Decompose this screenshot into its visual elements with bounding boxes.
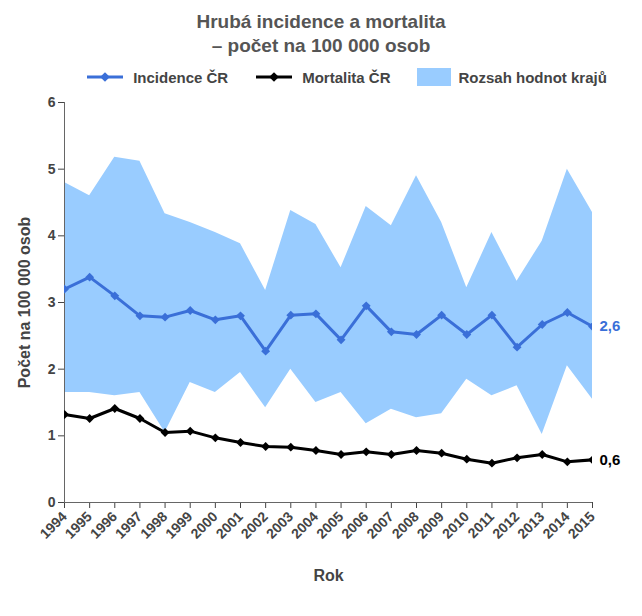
svg-text:0: 0 bbox=[48, 494, 56, 510]
svg-text:Počet na 100 000 osob: Počet na 100 000 osob bbox=[16, 216, 33, 388]
html-text:Incidence ČR: Incidence ČR bbox=[133, 68, 229, 86]
html-text:Hrubá incidence a mortalita: Hrubá incidence a mortalita bbox=[196, 11, 446, 32]
svg-text:1: 1 bbox=[48, 427, 56, 443]
svg-text:5: 5 bbox=[48, 161, 56, 177]
svg-text:2005: 2005 bbox=[313, 508, 346, 541]
svg-text:2007: 2007 bbox=[363, 508, 396, 541]
svg-text:1994: 1994 bbox=[36, 508, 69, 541]
svg-text:2001: 2001 bbox=[212, 508, 245, 541]
svg-text:2000: 2000 bbox=[187, 508, 220, 541]
svg-text:2015: 2015 bbox=[564, 508, 597, 541]
html-text:Rozsah hodnot krajů: Rozsah hodnot krajů bbox=[458, 68, 607, 86]
svg-text:2010: 2010 bbox=[439, 508, 472, 541]
svg-text:6: 6 bbox=[48, 94, 56, 110]
svg-text:2008: 2008 bbox=[388, 508, 421, 541]
svg-text:0,6: 0,6 bbox=[600, 451, 621, 468]
svg-text:1995: 1995 bbox=[62, 508, 95, 541]
svg-text:2,6: 2,6 bbox=[600, 317, 621, 334]
svg-text:4: 4 bbox=[48, 227, 56, 243]
svg-text:2012: 2012 bbox=[489, 508, 522, 541]
svg-text:2002: 2002 bbox=[238, 508, 271, 541]
svg-text:1996: 1996 bbox=[87, 508, 120, 541]
svg-text:2009: 2009 bbox=[414, 508, 447, 541]
svg-text:2: 2 bbox=[48, 361, 56, 377]
svg-text:2013: 2013 bbox=[514, 508, 547, 541]
html-text:Mortalita ČR: Mortalita ČR bbox=[302, 68, 391, 86]
svg-text:1997: 1997 bbox=[112, 508, 145, 541]
svg-text:1999: 1999 bbox=[162, 508, 195, 541]
svg-text:2004: 2004 bbox=[288, 508, 321, 541]
svg-text:3: 3 bbox=[48, 294, 56, 310]
svg-text:2003: 2003 bbox=[263, 508, 296, 541]
html-text:– počet na 100 000 osob: – počet na 100 000 osob bbox=[211, 35, 431, 56]
svg-text:Rok: Rok bbox=[313, 567, 343, 584]
svg-text:2014: 2014 bbox=[539, 508, 572, 541]
svg-text:2011: 2011 bbox=[464, 508, 497, 541]
svg-text:2006: 2006 bbox=[338, 508, 371, 541]
svg-text:1998: 1998 bbox=[137, 508, 170, 541]
